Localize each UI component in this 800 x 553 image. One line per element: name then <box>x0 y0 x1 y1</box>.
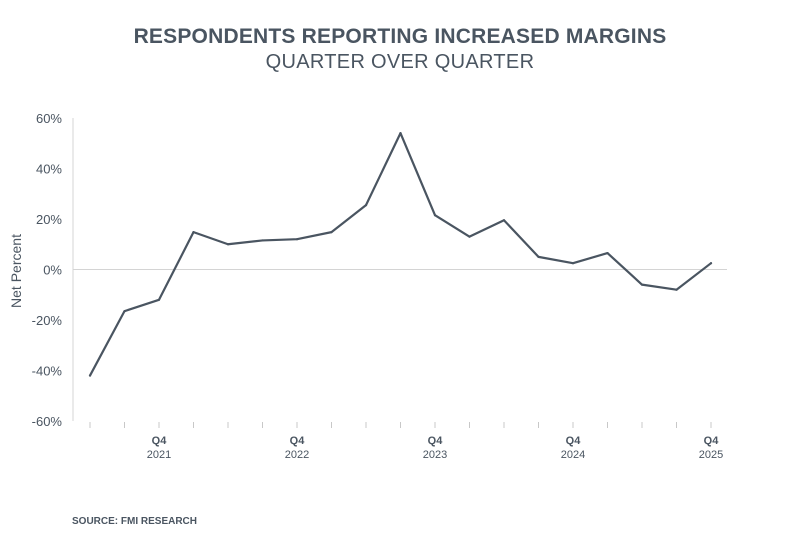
series-line <box>88 132 713 377</box>
y-tick-label: -40% <box>32 364 63 379</box>
y-tick-label: -60% <box>32 414 63 429</box>
data-point <box>157 298 161 301</box>
data-point <box>433 214 437 217</box>
data-point <box>502 219 506 222</box>
data-point <box>399 132 402 135</box>
x-tick-year-label: 2021 <box>147 449 171 461</box>
data-point <box>192 231 195 234</box>
y-tick-label: 60% <box>36 111 62 126</box>
y-tick-label: -20% <box>32 313 63 328</box>
data-point <box>468 235 471 238</box>
y-tick-label: 0% <box>43 263 62 278</box>
data-point <box>364 204 368 207</box>
x-tick-year-label: 2024 <box>561 449 585 461</box>
source-note: SOURCE: FMI RESEARCH <box>72 516 198 527</box>
chart-title: RESPONDENTS REPORTING INCREASED MARGINS <box>133 25 667 48</box>
chart-subtitle: QUARTER OVER QUARTER <box>265 51 535 73</box>
data-point <box>709 262 713 265</box>
data-point <box>675 288 678 291</box>
data-point <box>640 283 644 286</box>
data-point <box>123 310 126 313</box>
x-tick-quarter-label: Q4 <box>290 435 306 447</box>
x-tick-quarter-label: Q4 <box>704 435 720 447</box>
data-point <box>295 238 299 241</box>
x-tick-year-label: 2023 <box>423 449 447 461</box>
data-point <box>330 231 333 234</box>
data-point <box>606 251 609 255</box>
x-tick-quarter-label: Q4 <box>152 435 168 447</box>
data-point <box>88 374 92 377</box>
data-point <box>226 243 230 246</box>
data-point <box>571 262 575 265</box>
y-tick-label: 40% <box>36 162 62 177</box>
y-tick-label: 20% <box>36 212 62 227</box>
x-tick-year-label: 2022 <box>285 449 309 461</box>
x-tick-quarter-label: Q4 <box>566 435 582 447</box>
x-tick-quarter-label: Q4 <box>428 435 444 447</box>
data-point <box>261 239 264 242</box>
x-tick-year-label: 2025 <box>699 449 723 461</box>
y-axis-label: Net Percent <box>8 234 24 308</box>
data-point <box>537 255 540 258</box>
